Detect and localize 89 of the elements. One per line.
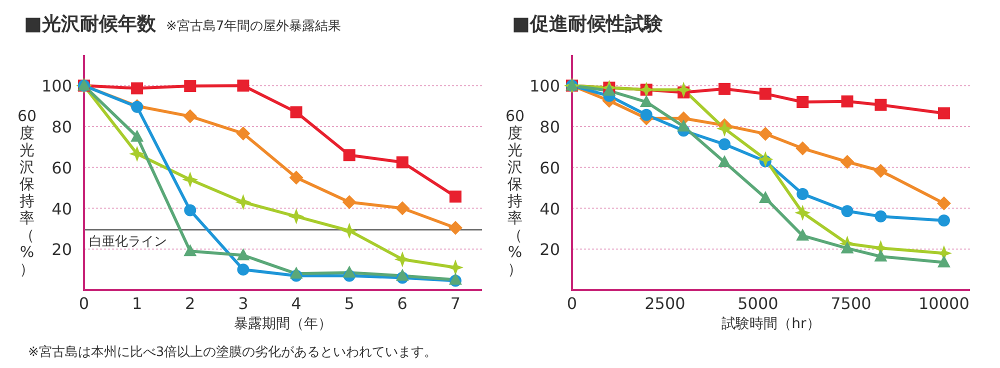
- text: 60度光沢保持率（%）: [17, 106, 37, 278]
- point: [874, 98, 887, 111]
- point: [184, 204, 196, 216]
- point: [290, 106, 302, 118]
- point: [841, 205, 854, 218]
- point: [396, 268, 409, 281]
- point: [288, 208, 304, 224]
- point: [676, 82, 692, 98]
- point: [794, 204, 811, 221]
- point: [938, 107, 950, 120]
- point: [341, 222, 358, 239]
- x-tick-label: 2500: [644, 294, 686, 313]
- point: [129, 146, 146, 162]
- point: [718, 155, 732, 168]
- point: [342, 266, 356, 278]
- ref-line-label: 白亜化ライン: [89, 234, 167, 250]
- point: [131, 82, 144, 94]
- point: [874, 164, 888, 178]
- point: [237, 264, 250, 276]
- point: [840, 154, 854, 169]
- point: [184, 244, 197, 256]
- point: [718, 138, 731, 150]
- x-tick-label: 7: [450, 294, 461, 313]
- x-axis-title: 暴露期間（年）: [234, 316, 332, 332]
- point: [874, 210, 887, 222]
- point: [937, 255, 950, 268]
- y-tick-label: 20: [52, 240, 72, 260]
- point: [718, 82, 731, 95]
- point: [236, 126, 250, 140]
- y-tick-label: 60: [540, 158, 560, 178]
- chart-subtitle: ※宮古島7年間の屋外暴露結果: [166, 18, 342, 34]
- x-tick-label: 7500: [830, 294, 872, 313]
- point: [394, 251, 410, 268]
- point: [395, 201, 410, 216]
- point: [758, 126, 772, 141]
- point: [183, 109, 198, 124]
- y-tick-label: 100: [41, 76, 72, 96]
- y-tick-label: 40: [52, 199, 72, 218]
- point: [448, 220, 462, 235]
- x-tick-label: 6: [397, 294, 408, 313]
- point: [677, 120, 690, 132]
- x-tick-label: 0: [566, 294, 578, 313]
- x-tick-label: 10000: [918, 294, 970, 313]
- point: [343, 149, 356, 162]
- point: [290, 266, 303, 279]
- point: [449, 190, 462, 203]
- point: [289, 170, 304, 185]
- point: [236, 248, 250, 260]
- point: [130, 130, 144, 142]
- x-tick-label: 5000: [738, 294, 778, 313]
- point: [396, 156, 408, 168]
- point: [182, 172, 198, 188]
- point: [841, 95, 854, 108]
- chart-title: ■光沢耐候年数: [24, 13, 157, 35]
- point: [796, 141, 810, 156]
- point: [342, 195, 356, 210]
- point: [936, 196, 951, 210]
- x-tick-label: 5: [344, 294, 354, 313]
- point: [796, 188, 809, 200]
- point: [757, 151, 774, 168]
- y-tick-label: 80: [52, 118, 72, 137]
- y-tick-label: 40: [540, 199, 560, 218]
- point: [840, 241, 854, 254]
- text: 60度光沢保持率（%）: [505, 106, 525, 278]
- chart-title: ■促進耐候性試験: [512, 13, 664, 35]
- point: [759, 88, 772, 100]
- point: [874, 249, 888, 262]
- point: [758, 191, 772, 204]
- point: [235, 194, 252, 210]
- point: [796, 228, 810, 241]
- point: [237, 80, 250, 92]
- x-tick-label: 4: [291, 294, 302, 313]
- y-tick-label: 60: [52, 158, 72, 178]
- text: ※宮古島は本州に比べ3倍以上の塗膜の劣化があるといわれています。: [28, 344, 438, 360]
- point: [447, 260, 464, 276]
- point: [640, 95, 653, 107]
- y-tick-label: 100: [529, 76, 560, 96]
- x-tick-label: 2: [185, 294, 196, 313]
- point: [938, 214, 950, 227]
- point: [716, 120, 732, 137]
- y-tick-label: 20: [540, 240, 560, 260]
- point: [184, 80, 196, 92]
- point: [640, 108, 652, 121]
- point: [796, 96, 809, 108]
- x-tick-label: 1: [132, 294, 142, 313]
- y-tick-label: 80: [540, 118, 560, 137]
- x-tick-label: 0: [78, 294, 90, 313]
- x-axis-title: 試験時間（hr）: [722, 316, 820, 332]
- x-tick-label: 3: [238, 294, 248, 313]
